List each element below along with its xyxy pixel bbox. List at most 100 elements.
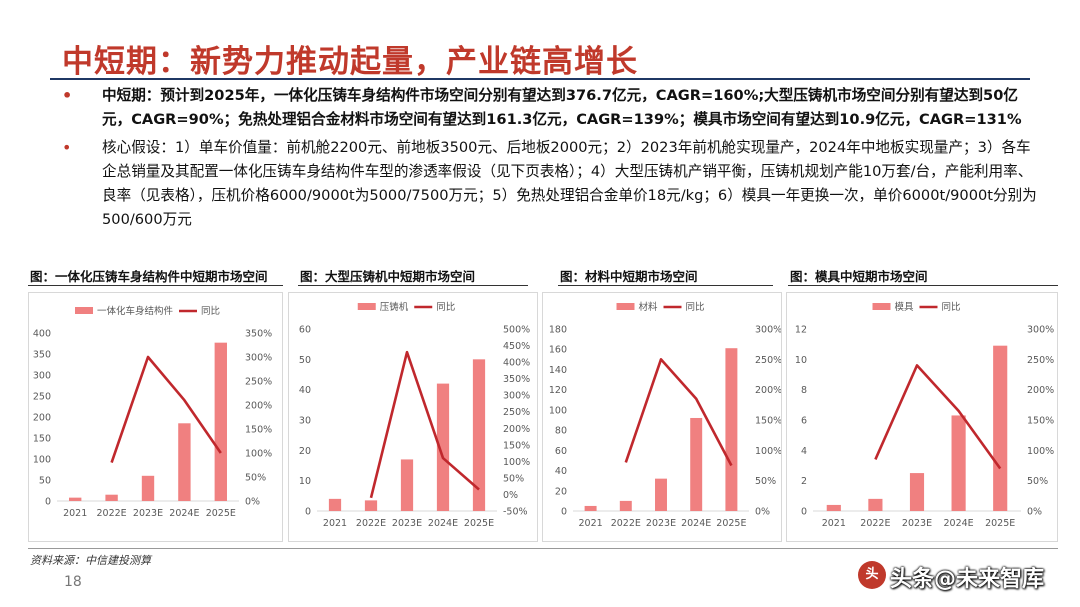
legend-swatch-bar bbox=[357, 303, 376, 310]
x-tick-label: 2024E bbox=[169, 508, 199, 519]
y-left-tick-label: 50 bbox=[299, 355, 311, 366]
bar bbox=[69, 497, 82, 501]
y-left-tick-label: 140 bbox=[549, 365, 567, 376]
bar bbox=[868, 498, 883, 511]
x-tick-label: 2022E bbox=[356, 518, 386, 529]
y-right-tick-label: 250% bbox=[245, 377, 272, 388]
y-right-tick-label: 0% bbox=[755, 507, 770, 518]
y-left-tick-label: 6 bbox=[801, 416, 807, 427]
x-tick-label: 2021 bbox=[63, 508, 87, 519]
caption-underline bbox=[788, 285, 1058, 286]
bar bbox=[472, 359, 486, 511]
y-right-tick-label: 500% bbox=[503, 325, 530, 336]
chart-panel-material: 0 20 40 60 80 100 120 140 160 180 0% 50% 100% 150% 200… bbox=[542, 292, 782, 542]
y-left-tick-label: 2 bbox=[801, 476, 807, 487]
y-right-tick-label: 150% bbox=[755, 416, 781, 427]
bar bbox=[951, 415, 966, 511]
y-right-tick-label: 0% bbox=[503, 490, 518, 501]
chart-material: 0 20 40 60 80 100 120 140 160 180 0% 50% 100% 150% 200… bbox=[549, 301, 782, 529]
chart-caption-structural-parts: 图：一体化压铸车身结构件中短期市场空间 bbox=[30, 269, 268, 284]
x-tick-label: 2024E bbox=[681, 518, 711, 529]
y-right-tick-label: 200% bbox=[1027, 385, 1054, 396]
y-right-tick-label: 250% bbox=[755, 355, 781, 366]
x-tick-label: 2025E bbox=[985, 518, 1015, 529]
bar bbox=[725, 348, 738, 511]
y-left-tick-label: 80 bbox=[555, 426, 567, 437]
x-tick-label: 2024E bbox=[944, 518, 974, 529]
x-tick-label: 2023E bbox=[392, 518, 422, 529]
legend-label-bar: 模具 bbox=[895, 301, 915, 313]
x-tick-label: 2021 bbox=[822, 518, 846, 529]
y-right-tick-label: 100% bbox=[1027, 446, 1054, 457]
slide-title: 中短期：新势力推动起量，产业链高增长 bbox=[62, 44, 638, 80]
y-right-tick-label: 200% bbox=[755, 385, 781, 396]
y-right-tick-label: -50% bbox=[503, 507, 528, 518]
source-divider bbox=[28, 548, 1058, 549]
legend-swatch-bar bbox=[75, 307, 93, 314]
y-right-tick-label: 400% bbox=[503, 358, 530, 369]
y-right-tick-label: 50% bbox=[503, 473, 524, 484]
bar bbox=[436, 383, 450, 511]
bar bbox=[178, 423, 191, 501]
y-left-tick-label: 350 bbox=[33, 350, 51, 361]
y-right-tick-label: 200% bbox=[245, 401, 272, 412]
y-left-tick-label: 300 bbox=[33, 371, 51, 382]
y-left-tick-label: 20 bbox=[555, 486, 567, 497]
y-left-tick-label: 0 bbox=[801, 507, 807, 518]
y-right-tick-label: 150% bbox=[1027, 416, 1054, 427]
bar bbox=[619, 500, 632, 511]
bar bbox=[364, 500, 378, 511]
x-tick-label: 2025E bbox=[716, 518, 746, 529]
y-left-tick-label: 4 bbox=[801, 446, 807, 457]
source-note: 资料来源：中信建投测算 bbox=[30, 554, 151, 567]
y-left-tick-label: 400 bbox=[33, 329, 51, 340]
x-tick-label: 2024E bbox=[428, 518, 458, 529]
x-tick-label: 2021 bbox=[323, 518, 347, 529]
bar bbox=[105, 494, 118, 501]
y-right-tick-label: 300% bbox=[755, 325, 781, 336]
yoy-line bbox=[110, 355, 222, 464]
legend-swatch-bar bbox=[872, 303, 891, 310]
bar bbox=[690, 417, 703, 511]
y-right-tick-label: 250% bbox=[1027, 355, 1054, 366]
bar bbox=[214, 342, 227, 501]
bullet-item-outlook: • 中短期：预计到2025年，一体化压铸车身结构件市场空间分别有望达到376.7… bbox=[62, 84, 1037, 132]
y-left-tick-label: 60 bbox=[299, 325, 311, 336]
bar bbox=[993, 345, 1008, 511]
chart-panel-die-casting-machine: 0 10 20 30 40 50 60 -50% 0% 50% 100% 150% 200% 250% 30… bbox=[288, 292, 538, 542]
y-left-tick-label: 100 bbox=[33, 455, 51, 466]
bar bbox=[328, 498, 342, 511]
bar bbox=[826, 504, 841, 511]
y-left-tick-label: 8 bbox=[801, 385, 807, 396]
y-right-tick-label: 450% bbox=[503, 341, 530, 352]
y-right-tick-label: 300% bbox=[503, 391, 530, 402]
legend-label-line: 同比 bbox=[436, 301, 455, 313]
y-right-tick-label: 0% bbox=[1027, 507, 1042, 518]
bar bbox=[909, 473, 925, 511]
bar bbox=[655, 478, 667, 511]
bullet-marker: • bbox=[62, 138, 72, 157]
legend-label-bar: 一体化车身结构件 bbox=[97, 305, 174, 317]
y-left-tick-label: 250 bbox=[33, 392, 51, 403]
legend-label-line: 同比 bbox=[942, 301, 961, 313]
watermark-text: 头条@未来智库 bbox=[890, 567, 1045, 592]
chart-panel-structural-parts: 0 50 100 150 200 250 300 350 400 0% 50% 100% 150% 200… bbox=[28, 292, 283, 542]
x-tick-label: 2023E bbox=[133, 508, 163, 519]
y-left-tick-label: 120 bbox=[549, 385, 567, 396]
chart-mold: 0 2 4 6 8 10 12 0% 50% 100% 150% 200% 250% 300% 2021 20… bbox=[795, 301, 1054, 529]
caption-underline bbox=[298, 285, 528, 286]
y-left-tick-label: 0 bbox=[305, 507, 311, 518]
watermark: 头 头条@未来智库 bbox=[858, 557, 1068, 597]
chart-panel-mold: 0 2 4 6 8 10 12 0% 50% 100% 150% 200% 250% 300% 2021 20… bbox=[786, 292, 1058, 542]
y-left-tick-label: 50 bbox=[39, 476, 51, 487]
title-divider bbox=[50, 78, 1030, 80]
bullet-item-assumptions: • 核心假设：1）单车价值量：前机舱2200元、前地板3500元、后地板2000… bbox=[62, 136, 1037, 232]
y-right-tick-label: 350% bbox=[245, 329, 272, 340]
y-right-tick-label: 50% bbox=[1027, 476, 1048, 487]
x-tick-label: 2021 bbox=[579, 518, 603, 529]
y-right-tick-label: 300% bbox=[245, 353, 272, 364]
x-tick-label: 2025E bbox=[464, 518, 494, 529]
x-tick-label: 2022E bbox=[97, 508, 127, 519]
caption-underline bbox=[28, 285, 283, 286]
bullet-marker: • bbox=[62, 86, 73, 105]
